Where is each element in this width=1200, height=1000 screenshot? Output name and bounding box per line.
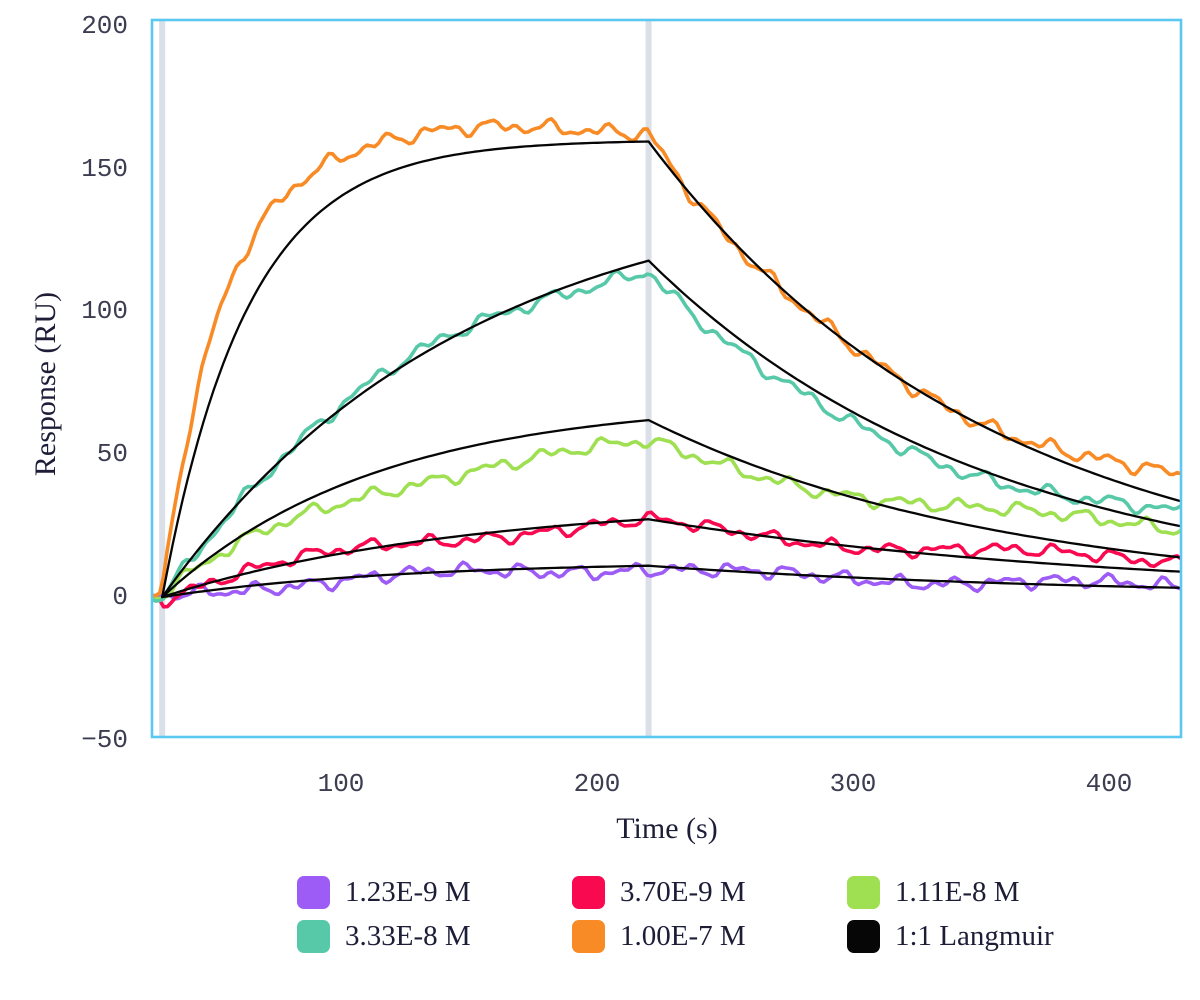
legend-label: 3.70E-9 M (620, 876, 746, 908)
data-curve-3.70E-9M (152, 510, 1181, 609)
legend-label: 3.33E-8 M (345, 920, 471, 952)
data-curve-3.33E-8M (152, 269, 1181, 603)
y-tick-label: 0 (112, 582, 128, 612)
plot-border (150, 18, 1183, 739)
fit-curve-3.33E-8M (161, 259, 1181, 599)
legend-swatch (297, 876, 330, 909)
y-tick-label: 200 (81, 11, 128, 41)
injection-marker-band (159, 20, 166, 737)
data-curve-1.11E-8M (152, 436, 1181, 601)
legend-label: 1.00E-7 M (620, 920, 746, 952)
legend-swatch (572, 876, 605, 909)
y-tick-label: 100 (81, 296, 128, 326)
x-tick-label: 400 (1085, 769, 1133, 799)
data-curve-1.23E-9M (152, 560, 1181, 601)
legend-swatch (847, 920, 880, 953)
legend-swatch (572, 920, 605, 953)
y-tick-label: −50 (81, 725, 128, 755)
chart-legend: 1.23E-9 M 3.70E-9 M 1.11E-8 M 3.33E-8 M … (297, 876, 1177, 953)
fit-curve-3.70E-9M (161, 518, 1181, 599)
y-tick-label: 50 (96, 439, 128, 469)
x-tick-label: 300 (829, 769, 877, 799)
x-tick-label: 100 (317, 769, 365, 799)
legend-swatch (847, 876, 880, 909)
legend-swatch (297, 920, 330, 953)
y-tick-label: 150 (81, 154, 128, 184)
legend-label: 1.23E-9 M (345, 876, 471, 908)
fit-curve-1.00E-7M (161, 140, 1181, 599)
fit-curve-1.11E-8M (161, 418, 1181, 599)
x-axis-title: Time (s) (616, 812, 718, 845)
data-curve-1.00E-7M (152, 117, 1181, 598)
x-tick-label: 200 (573, 769, 621, 799)
legend-item: 1.11E-8 M (847, 876, 1177, 909)
legend-item: 1:1 Langmuir (847, 920, 1177, 953)
legend-item: 1.00E-7 M (572, 920, 847, 953)
legend-item: 3.70E-9 M (572, 876, 847, 909)
fit-curve-1.23E-9M (161, 564, 1181, 599)
legend-item: 3.33E-8 M (297, 920, 572, 953)
legend-label: 1:1 Langmuir (895, 920, 1054, 952)
legend-label: 1.11E-8 M (895, 876, 1020, 908)
injection-marker-band (645, 20, 652, 737)
legend-item: 1.23E-9 M (297, 876, 572, 909)
